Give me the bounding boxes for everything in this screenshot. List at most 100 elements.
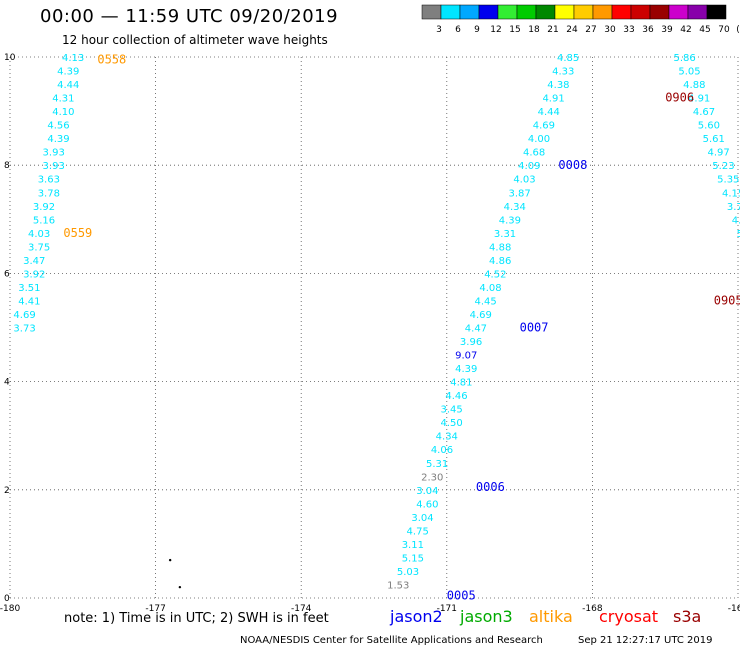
legend-label: 6: [455, 25, 461, 35]
wave-height-label: 4.69: [470, 310, 492, 321]
legend-label: 42: [680, 25, 691, 35]
wave-height-label: 3.71: [727, 202, 740, 213]
x-tick-label: -168: [582, 604, 603, 614]
x-tick-label: -174: [291, 604, 312, 614]
y-tick-label: 8: [4, 161, 10, 171]
wave-height-label: 4.47: [465, 324, 487, 335]
data-dot: [178, 585, 182, 589]
legend-label: 33: [623, 25, 634, 35]
wave-height-label: 4.08: [479, 283, 501, 294]
wave-height-label: 3.47: [23, 256, 45, 267]
wave-height-label: 4.45: [474, 296, 496, 307]
y-tick-label: 4: [4, 378, 10, 388]
pass-time-label: 0558: [97, 53, 126, 67]
y-tick-label: 0: [4, 594, 10, 604]
wave-height-label: 4.86: [489, 256, 511, 267]
wave-height-label: 4.68: [523, 148, 545, 159]
footer-note: note: 1) Time is in UTC; 2) SWH is in fe…: [64, 611, 329, 626]
legend-label: 24: [566, 25, 578, 35]
legend-label: 3: [436, 25, 442, 35]
data-dot: [168, 558, 172, 562]
wave-height-label: 4.44: [538, 107, 560, 118]
y-tick-label: 10: [4, 53, 16, 63]
legend-label: 18: [528, 25, 540, 35]
satellite-altika-label: altika: [529, 607, 573, 626]
wave-height-label: 3.96: [460, 337, 482, 348]
wave-height-label: 4.00: [528, 134, 550, 145]
x-tick-label: -177: [145, 604, 165, 614]
wave-height-label: 4.10: [52, 107, 74, 118]
wave-height-label: 4.75: [407, 526, 429, 537]
wave-height-label: 4.39: [499, 215, 521, 226]
wave-height-label: 4.56: [47, 121, 69, 132]
wave-height-label: 4.38: [547, 80, 569, 91]
wave-height-label: 4.31: [52, 94, 74, 105]
satellite-jason2-label: jason2: [390, 607, 443, 626]
wave-height-label: 4.44: [57, 80, 79, 91]
satellite-s3a-label: s3a: [673, 607, 702, 626]
credit-text: NOAA/NESDIS Center for Satellite Applica…: [240, 635, 543, 646]
wave-height-label: 4.39: [57, 67, 79, 78]
wave-height-label: 3.87: [508, 188, 530, 199]
wave-height-label: 4.69: [13, 310, 35, 321]
legend-label: 27: [585, 25, 596, 35]
wave-height-label: 4.91: [542, 94, 564, 105]
wave-height-label: 3.73: [13, 324, 35, 335]
wave-height-label: 4.91: [688, 94, 710, 105]
chart-subtitle: 12 hour collection of altimeter wave hei…: [62, 33, 328, 47]
satellite-jason3-label: jason3: [460, 607, 513, 626]
wave-height-label: 5.35: [717, 175, 739, 186]
wave-height-label: 3.78: [38, 188, 60, 199]
legend-label: 70: [718, 25, 730, 35]
legend-label: 12: [490, 25, 501, 35]
wave-height-label: 3.93: [43, 148, 65, 159]
chart-title: 00:00 — 11:59 UTC 09/20/2019: [40, 6, 339, 27]
wave-height-label: 4.67: [693, 107, 715, 118]
legend-label: (ft): [736, 25, 740, 35]
wave-height-label: 5.23: [712, 161, 734, 172]
wave-height-label: 3.92: [33, 202, 55, 213]
pass-time-label: 0006: [476, 480, 505, 494]
wave-height-label: 3.31: [494, 229, 516, 240]
wave-height-label: 4.46: [445, 391, 467, 402]
wave-height-label: 4.37: [732, 215, 740, 226]
legend-label: 45: [699, 25, 710, 35]
wave-height-label: 5.61: [703, 134, 725, 145]
wave-height-label: 3.45: [441, 405, 463, 416]
wave-height-label: 4.60: [416, 499, 438, 510]
legend-swatch: [706, 4, 727, 20]
legend-label: 15: [509, 25, 520, 35]
legend-label: 9: [474, 25, 480, 35]
wave-height-label: 4.34: [436, 432, 458, 443]
wave-height-label: 4.52: [484, 269, 506, 280]
y-tick-label: 6: [4, 269, 10, 279]
wave-height-label: 4.97: [707, 148, 729, 159]
wave-height-label: 5.40: [737, 229, 740, 240]
pass-time-label: 0008: [558, 158, 587, 172]
wave-height-label: 5.60: [698, 121, 720, 132]
wave-height-label: 3.63: [38, 175, 60, 186]
legend-label: 39: [661, 25, 673, 35]
pass-time-label: 0559: [63, 226, 92, 240]
wave-height-label: 4.85: [557, 53, 579, 64]
wave-height-label: 3.51: [18, 283, 40, 294]
wave-height-label: 4.88: [683, 80, 705, 91]
wave-height-label: 4.34: [504, 202, 526, 213]
wave-height-label: 4.15: [722, 188, 740, 199]
wave-height-label: 4.39: [455, 364, 477, 375]
wave-height-label: 4.69: [533, 121, 555, 132]
legend-label: 36: [642, 25, 654, 35]
x-tick-label: -180: [0, 604, 20, 614]
x-tick-label: -171: [437, 604, 457, 614]
legend-label: 21: [547, 25, 558, 35]
wave-height-label: 5.31: [426, 459, 448, 470]
wave-height-label: 5.16: [33, 215, 55, 226]
wave-height-label: 5.05: [678, 67, 700, 78]
wave-height-label: 3.11: [402, 540, 424, 551]
wave-height-label: 4.09: [518, 161, 540, 172]
wave-height-label: 3.04: [411, 513, 433, 524]
timestamp-text: Sep 21 12:27:17 UTC 2019: [578, 635, 713, 646]
pass-time-label: 0005: [447, 588, 476, 602]
